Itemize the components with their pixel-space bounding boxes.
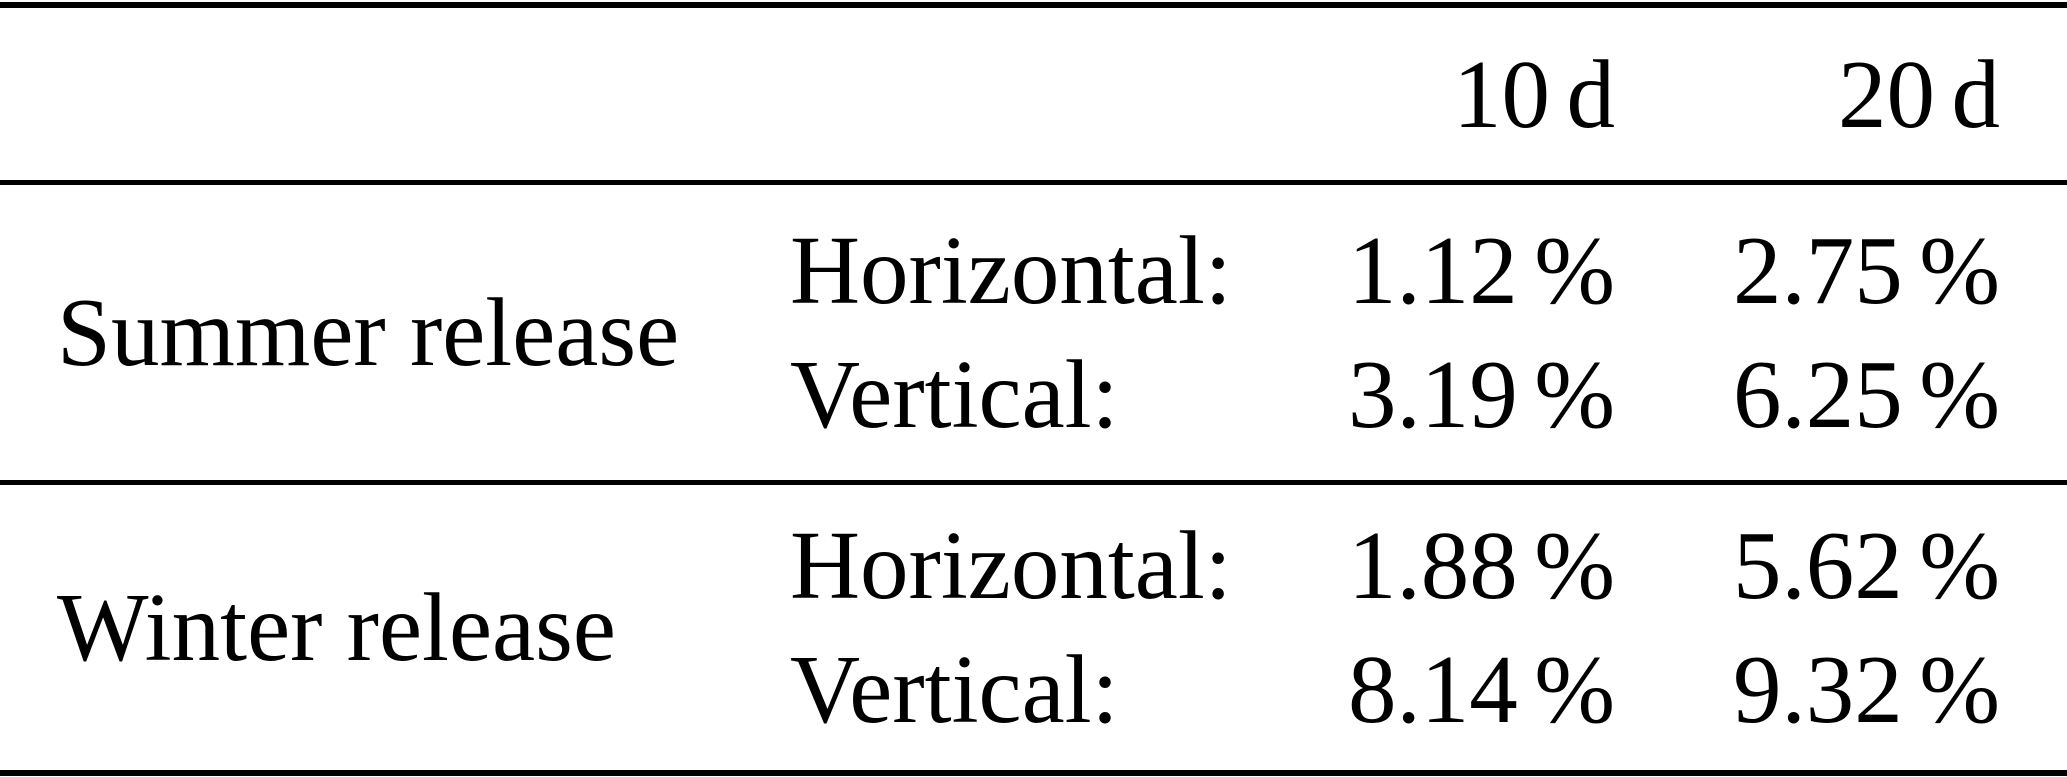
metric-value: 1.88 %	[1347, 511, 1615, 619]
header-separator-rule	[0, 180, 2067, 185]
metric-value: 1.12 %	[1347, 216, 1615, 324]
column-header-20d: 20 d	[1838, 40, 2000, 148]
metric-label-vertical: Vertical:	[790, 340, 1119, 448]
column-header-10d: 10 d	[1453, 40, 1615, 148]
row-label-cell: Summer release	[0, 185, 770, 480]
metric-value: 9.32 %	[1732, 635, 2000, 743]
header-row: 10 d 20 d	[0, 8, 2067, 180]
row-label: Winter release	[57, 574, 616, 681]
top-rule	[0, 2, 2067, 8]
metric-value: 3.19 %	[1347, 340, 1615, 448]
metric-label-horizontal: Horizontal:	[790, 216, 1232, 324]
metric-label-horizontal: Horizontal:	[790, 511, 1232, 619]
metric-value: 6.25 %	[1732, 340, 2000, 448]
metric-value: 2.75 %	[1732, 216, 2000, 324]
values-column-20d: 2.75 % 6.25 %	[1615, 185, 2067, 480]
values-column-20d: 5.62 % 9.32 %	[1615, 485, 2067, 770]
metric-labels-column: Horizontal: Vertical:	[770, 485, 1290, 770]
row-label: Summer release	[57, 279, 680, 386]
section-summer-release: Summer release Horizontal: Vertical: 1.1…	[0, 185, 2067, 480]
values-column-10d: 1.88 % 8.14 %	[1290, 485, 1615, 770]
metric-label-vertical: Vertical:	[790, 635, 1119, 743]
metric-labels-column: Horizontal: Vertical:	[770, 185, 1290, 480]
metric-value: 8.14 %	[1347, 635, 1615, 743]
bottom-rule	[0, 770, 2067, 776]
section-separator-rule	[0, 480, 2067, 485]
metric-value: 5.62 %	[1732, 511, 2000, 619]
row-label-cell: Winter release	[0, 485, 770, 770]
section-winter-release: Winter release Horizontal: Vertical: 1.8…	[0, 485, 2067, 770]
values-column-10d: 1.12 % 3.19 %	[1290, 185, 1615, 480]
